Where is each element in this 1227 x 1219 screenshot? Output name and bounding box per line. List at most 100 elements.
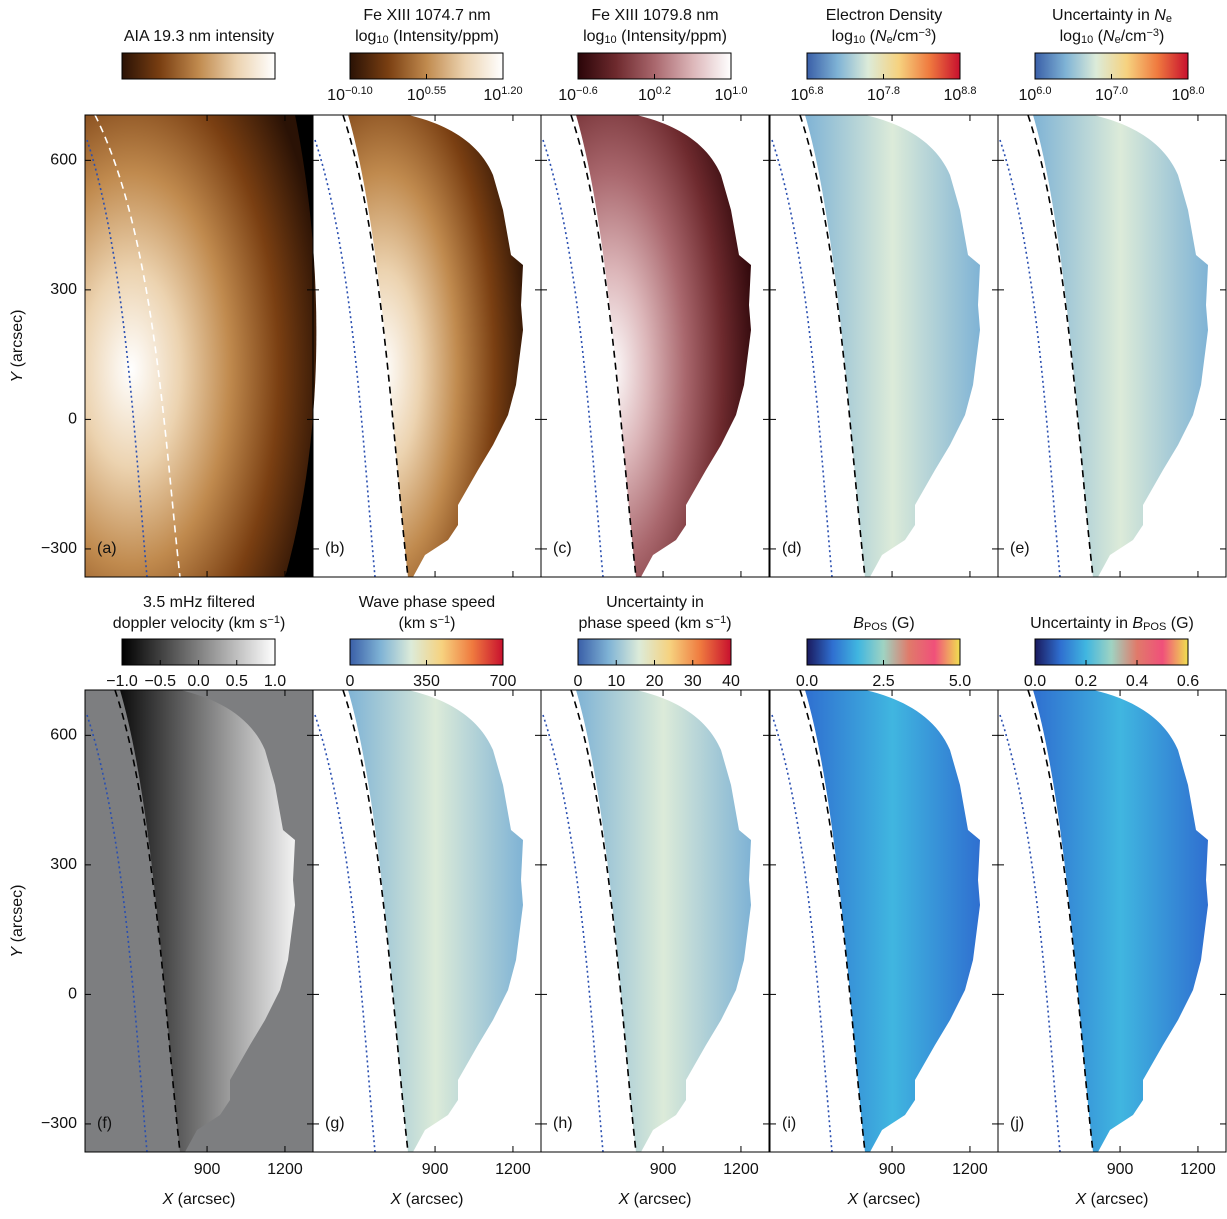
panel-title: Wave phase speed: [359, 594, 495, 611]
tick-base: 10: [558, 87, 576, 104]
colorbar-tick-label: 101.20: [483, 85, 522, 104]
x-axis-label: X (arcsec): [162, 1191, 236, 1208]
colorbar-tick-label: 10: [607, 673, 625, 690]
tick-exponent: 1.20: [501, 85, 522, 97]
y-axis-label: Y (arcsec): [9, 885, 26, 958]
panel-image: [85, 690, 313, 1152]
text-segment: (G): [1166, 615, 1194, 632]
panel-label: (d): [782, 540, 802, 557]
panel-label: (h): [553, 1115, 573, 1132]
tick-base: 0.4: [1126, 673, 1148, 690]
x-axis-label: X (arcsec): [618, 1191, 692, 1208]
tick-base: 2.5: [872, 673, 894, 690]
x-tick-label: 1200: [267, 1161, 303, 1178]
panel-title: Uncertainty in BPOS (G): [1030, 615, 1194, 632]
y-tick-label: 600: [50, 152, 77, 169]
colorbar-tick-label: 40: [722, 673, 740, 690]
text-segment: /cm: [1121, 28, 1147, 45]
text-segment: B: [853, 615, 864, 632]
x-axis-label: X (arcsec): [390, 1191, 464, 1208]
y-tick-label: −300: [41, 540, 77, 557]
colorbar-tick-label: 107.8: [867, 85, 900, 104]
tick-base: 10: [943, 87, 961, 104]
text-segment: (Intensity/ppm): [389, 28, 499, 45]
limb-dotted: [1000, 715, 1060, 1152]
panel-image: [1000, 690, 1208, 1152]
image-region: [576, 115, 751, 577]
colorbar-tick-label: 700: [490, 673, 517, 690]
limb-dotted: [1000, 140, 1060, 577]
colorbar-tick-label: 0.0: [187, 673, 209, 690]
text-segment: Electron Density: [826, 7, 943, 24]
text-segment: 3.5 mHz filtered: [143, 594, 255, 611]
panel-title: doppler velocity (km s−1): [113, 614, 286, 633]
tick-base: 10: [790, 87, 808, 104]
tick-base: 10: [1095, 87, 1113, 104]
colorbar-tick-label: 108.0: [1171, 85, 1204, 104]
tick-base: 0.2: [1075, 673, 1097, 690]
text-segment: ): [1159, 28, 1164, 45]
tick-base: 5.0: [949, 673, 971, 690]
colorbar-tick-label: 0: [346, 673, 355, 690]
limb-dotted: [315, 715, 375, 1152]
panel-title: AIA 19.3 nm intensity: [124, 28, 274, 45]
text-segment: (arcsec): [858, 1191, 920, 1208]
colorbar-tick-label: 350: [413, 673, 440, 690]
panel-title: (km s−1): [399, 614, 456, 633]
text-segment: 10: [376, 34, 388, 46]
limb-dotted: [772, 715, 832, 1152]
text-segment: 10: [853, 34, 865, 46]
text-segment: Uncertainty in: [1030, 615, 1132, 632]
tick-base: 10: [638, 87, 656, 104]
tick-exponent: 7.8: [885, 85, 900, 97]
panel-title: 3.5 mHz filtered: [143, 594, 255, 611]
text-segment: N: [875, 28, 887, 45]
text-segment: −1: [267, 614, 280, 626]
text-segment: Uncertainty in: [1052, 7, 1154, 24]
text-segment: −3: [1146, 27, 1159, 39]
text-segment: (Intensity/ppm): [617, 28, 727, 45]
tick-exponent: 8.8: [961, 85, 976, 97]
text-segment: POS: [864, 621, 887, 633]
colorbar-tick-label: 0.5: [226, 673, 248, 690]
tick-base: −1.0: [106, 673, 138, 690]
y-tick-label: 0: [68, 411, 77, 428]
panel-image: [543, 115, 751, 577]
tick-exponent: 7.0: [1113, 85, 1128, 97]
text-segment: POS: [1143, 621, 1166, 633]
text-segment: e: [1166, 13, 1172, 25]
y-tick-label: 0: [68, 986, 77, 1003]
text-segment: 10: [604, 34, 616, 46]
image-disk: [85, 115, 316, 577]
panel-image: [772, 690, 980, 1152]
x-tick-label: 900: [1107, 1161, 1134, 1178]
panel-image: [543, 690, 751, 1152]
colorbar-tick-label: −1.0: [106, 673, 138, 690]
x-axis-label: X (arcsec): [1075, 1191, 1149, 1208]
tick-base: 10: [1018, 87, 1036, 104]
text-segment: N: [1103, 28, 1115, 45]
limb-dotted: [315, 140, 375, 577]
image-region: [348, 690, 523, 1152]
text-segment: (arcsec): [629, 1191, 691, 1208]
tick-base: 0.0: [796, 673, 818, 690]
text-segment: (arcsec): [1086, 1191, 1148, 1208]
image-region: [1033, 115, 1208, 577]
image-region: [576, 690, 751, 1152]
colorbar: [122, 53, 275, 79]
text-segment: ): [931, 28, 936, 45]
tick-base: 10: [1171, 87, 1189, 104]
text-segment: 10: [1081, 34, 1093, 46]
panel-label: (e): [1010, 540, 1030, 557]
x-tick-label: 900: [194, 1161, 221, 1178]
y-tick-label: 600: [50, 727, 77, 744]
tick-base: 10: [407, 87, 425, 104]
y-tick-label: 300: [50, 281, 77, 298]
colorbar-tick-label: 0.0: [796, 673, 818, 690]
colorbar-tick-label: 2.5: [872, 673, 894, 690]
colorbar-tick-label: 107.0: [1095, 85, 1128, 104]
text-segment: Fe XIII 1079.8 nm: [591, 7, 718, 24]
colorbar-tick-label: 30: [684, 673, 702, 690]
tick-base: 10: [327, 87, 345, 104]
x-tick-label: 900: [650, 1161, 677, 1178]
